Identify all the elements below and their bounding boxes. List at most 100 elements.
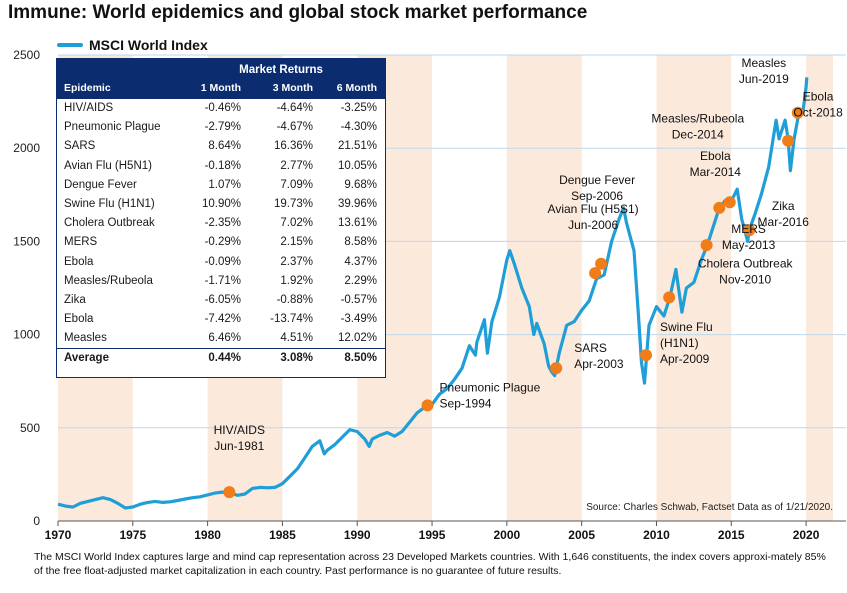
col-header-6-month: 6 Month [336,82,377,94]
return-3-month-cell: 7.02% [280,217,313,230]
shaded-band [806,55,833,521]
event-marker [421,399,434,412]
x-tick-label: 1995 [419,528,446,542]
return-1-month-cell: -0.46% [204,102,241,114]
return-3-month-cell: 2.77% [280,159,313,172]
return-3-month-cell: -4.67% [276,121,313,134]
table-header: Market Returns Epidemic 1 Month 3 Month … [57,59,385,99]
epidemic-cell: Measles/Rubeola [64,274,153,287]
return-6-month-cell: 13.61% [337,217,377,230]
event-label: Jun-2019 [739,72,789,86]
y-tick-label: 500 [20,421,40,435]
epidemic-cell: MERS [64,236,98,249]
y-tick-label: 1000 [13,328,40,342]
return-6-month-cell: -3.49% [340,313,377,326]
x-tick-label: 1970 [45,528,72,542]
table-row-average: Average 0.44% 3.08% 8.50% [57,348,385,368]
return-6-month-cell: -4.30% [340,121,377,134]
event-label: Measles/Rubeola [651,111,744,125]
return-6-month-cell: 21.51% [337,140,377,153]
y-tick-label: 0 [33,514,40,528]
footnote: The MSCI World Index captures large and … [34,551,826,577]
return-3-month-cell: 2.37% [280,255,313,268]
x-tick-label: 1980 [194,528,221,542]
legend-label: MSCI World Index [89,37,208,53]
table-row: Pneumonic Plague -2.79% -4.67% -4.30% [57,118,385,137]
table-row: SARS 8.64% 16.36% 21.51% [57,137,385,156]
y-tick-label: 2500 [13,48,40,62]
return-3-month-cell: 4.51% [280,332,313,345]
event-marker [723,196,736,209]
event-marker [700,239,713,252]
event-label: Sep-1994 [440,396,492,410]
event-label: Apr-2003 [574,357,624,371]
event-label: SARS [574,341,607,355]
return-6-month-cell: 8.58% [344,236,377,249]
return-1-month-cell: -0.09% [204,255,241,268]
epidemic-cell: Swine Flu (H1N1) [64,197,155,210]
event-label: Avian Flu (H5S1) [548,202,639,216]
return-3-month-cell: 2.15% [280,236,313,249]
y-tick-label: 1500 [13,234,40,248]
event-label: Mar-2016 [758,215,810,229]
return-1-month-cell: 1.07% [208,178,241,191]
return-3-month-cell: -4.64% [276,102,313,114]
event-marker [663,291,676,304]
event-label: (H1N1) [660,336,699,350]
chart-title: Immune: World epidemics and global stock… [8,2,588,23]
event-label: Jun-1981 [214,439,264,453]
event-label: Dec-2014 [672,127,724,141]
return-1-month-cell: -2.35% [204,217,241,230]
event-marker [791,106,804,119]
return-6-month-cell: 39.96% [337,197,377,210]
event-marker [639,349,652,362]
x-tick-label: 2000 [493,528,520,542]
event-label: Measles [741,56,786,70]
event-marker [713,201,726,214]
x-tick-label: 1985 [269,528,296,542]
table-row: HIV/AIDS -0.46% -4.64% -3.25% [57,99,385,118]
event-label: HIV/AIDS [214,423,265,437]
table-row: Dengue Fever 1.07% 7.09% 9.68% [57,176,385,195]
event-marker [595,257,608,270]
x-tick-label: 2020 [793,528,820,542]
event-label: Mar-2014 [690,165,742,179]
event-label: Cholera Outbreak [698,256,794,270]
x-tick-label: 1975 [119,528,146,542]
epidemic-cell: HIV/AIDS [64,102,114,114]
event-marker [589,267,602,280]
event-label: Zika [772,199,795,213]
event-marker [782,134,795,147]
return-1-month-cell: 8.64% [208,140,241,153]
return-3-month-cell: 7.09% [280,178,313,191]
event-marker [743,224,756,237]
msci-world-index-line [57,77,809,510]
epidemic-cell: Cholera Outbreak [64,217,155,230]
table-row: Ebola -7.42% -13.74% -3.49% [57,310,385,329]
epidemic-cell: Zika [64,293,86,306]
return-1-month-cell: 10.90% [201,197,241,210]
event-label: Apr-2009 [660,352,710,366]
col-header-3-month: 3 Month [272,82,313,94]
x-tick-label: 2005 [568,528,595,542]
table-row: Cholera Outbreak -2.35% 7.02% 13.61% [57,214,385,233]
return-6-month-cell: -0.57% [340,293,377,306]
event-marker [223,486,236,499]
epidemic-cell: Avian Flu (H5N1) [64,159,152,172]
return-3-month-cell: 16.36% [273,140,313,153]
table-body: HIV/AIDS -0.46% -4.64% -3.25% Pneumonic Plag… [57,99,385,348]
event-label: May-2013 [722,238,776,252]
epidemic-cell: Ebola [64,313,94,326]
return-3-month-cell: 1.92% [280,274,313,287]
col-header-1-month: 1 Month [200,82,241,94]
return-3-month-cell: -0.88% [276,293,313,306]
epidemic-cell: Measles [64,332,107,345]
table-row: Swine Flu (H1N1) 10.90% 19.73% 39.96% [57,195,385,214]
table-super-header: Market Returns [239,64,323,76]
event-label: Oct-2018 [793,106,843,120]
table-row: MERS -0.29% 2.15% 8.58% [57,233,385,252]
x-tick-label: 1990 [344,528,371,542]
shaded-band [506,55,582,521]
legend: MSCI World Index [57,37,208,53]
y-tick-label: 2000 [13,141,40,155]
